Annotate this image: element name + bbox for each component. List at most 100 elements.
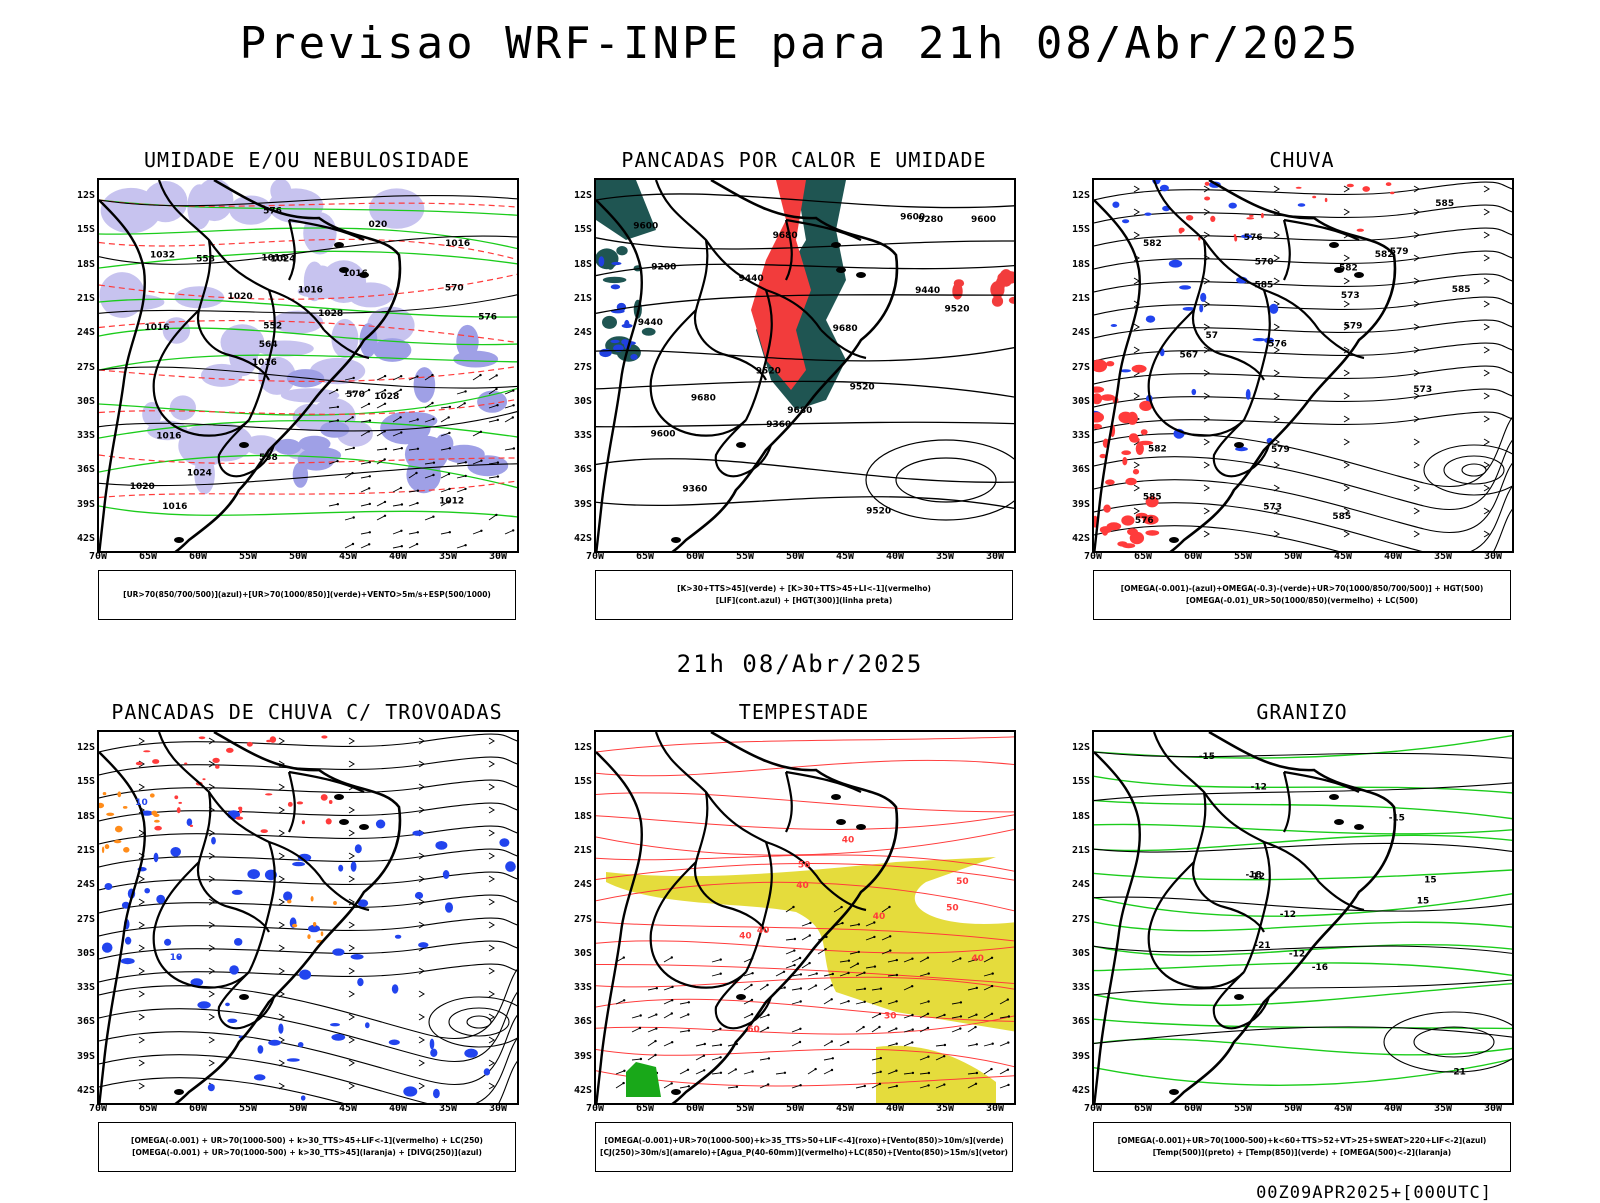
longitude-label: 30W xyxy=(1483,1103,1503,1114)
contour-label: 9520 xyxy=(866,507,891,517)
map-borders xyxy=(99,732,402,1103)
latitude-label: 21S xyxy=(1071,292,1090,304)
longitude-label: 65W xyxy=(1133,551,1153,562)
contour-label: 1016 xyxy=(445,239,470,249)
contour-label: 1020 xyxy=(228,292,253,302)
contour-label: 50 xyxy=(798,861,811,871)
latitude-label: 12S xyxy=(76,190,95,201)
contour-label: 582 xyxy=(1375,250,1394,260)
panel-legend: [K>30+TTS>45](verde) + [K>30+TTS>45+LI<-… xyxy=(595,570,1013,620)
longitude-label: 55W xyxy=(735,1103,755,1114)
longitude-label: 60W xyxy=(685,1103,705,1114)
latitude-label: 15S xyxy=(1071,224,1090,236)
contour-label: 576 xyxy=(263,206,282,216)
map-borders xyxy=(596,732,899,1103)
field-blobs xyxy=(101,810,516,1101)
latitude-label: 18S xyxy=(1071,810,1090,822)
latitude-label: 33S xyxy=(1071,430,1090,442)
longitude-label: 70W xyxy=(88,551,108,562)
longitude-label: 30W xyxy=(1483,551,1503,562)
contour-label: 1016 xyxy=(343,269,368,279)
contour-label: 40 xyxy=(796,881,809,891)
legend-line: [OMEGA(-0.001) + UR>70(1000-500) + k>30_… xyxy=(132,1148,482,1157)
latitude-label: 33S xyxy=(76,982,95,994)
longitude-label: 35W xyxy=(935,1103,955,1114)
longitude-label: 30W xyxy=(985,1103,1005,1114)
streamlines xyxy=(99,733,517,1103)
contour-label: 50 xyxy=(956,877,969,887)
contour-label: 1024 xyxy=(187,468,212,478)
legend-line: [UR>70(850/700/500)](azul)+[UR>70(1000/8… xyxy=(123,590,491,599)
contour-label: 567 xyxy=(1180,350,1199,360)
latitude-label: 36S xyxy=(76,1016,95,1028)
contour-label: 9520 xyxy=(756,366,781,376)
panel-title: TEMPESTADE xyxy=(738,700,870,724)
contour-label: 564 xyxy=(259,340,278,350)
longitude-label: 55W xyxy=(735,551,755,562)
latitude-label: 42S xyxy=(573,533,592,544)
contour-label: 40 xyxy=(739,931,752,941)
longitude-label: 30W xyxy=(985,551,1005,562)
latitude-label: 12S xyxy=(76,742,95,753)
contour-label: -18 xyxy=(1246,871,1262,881)
contour-label: 585 xyxy=(1255,280,1274,290)
latitude-label: 12S xyxy=(1071,190,1090,201)
contour-label: 1016 xyxy=(162,502,187,512)
longitude-label: 45W xyxy=(1333,551,1353,562)
contour-label: 576 xyxy=(1244,233,1263,243)
contour-label: 558 xyxy=(196,255,215,265)
contour-label: 570 xyxy=(1255,258,1274,268)
contour-label: 9680 xyxy=(691,393,716,403)
latitude-label: 39S xyxy=(76,1050,95,1062)
latitude-label: 18S xyxy=(573,258,592,270)
longitude-label: 60W xyxy=(685,551,705,562)
latitude-label: 39S xyxy=(1071,498,1090,510)
latitude-label: 33S xyxy=(1071,982,1090,994)
latitude-label: 27S xyxy=(1071,361,1090,373)
wind-vectors xyxy=(328,373,516,549)
map-borders xyxy=(1094,732,1397,1103)
latitude-label: 18S xyxy=(1071,258,1090,270)
longitude-label: 60W xyxy=(1183,1103,1203,1114)
latitude-label: 39S xyxy=(76,498,95,510)
latitude-label: 24S xyxy=(1071,879,1090,891)
latitude-label: 27S xyxy=(76,361,95,373)
longitude-label: 30W xyxy=(488,551,508,562)
contour-label: 15 xyxy=(1424,876,1437,886)
contour-label: 9520 xyxy=(945,304,970,314)
contour-label: 1016 xyxy=(261,253,286,263)
contour-label: 573 xyxy=(1263,503,1282,513)
panel-legend: [OMEGA(-0.001)-(azul)+OMEGA(-0.3)-(verde… xyxy=(1093,570,1511,620)
contour-label: 15 xyxy=(1417,897,1430,907)
latitude-label: 24S xyxy=(76,879,95,891)
longitude-label: 45W xyxy=(338,1103,358,1114)
latitude-label: 39S xyxy=(1071,1050,1090,1062)
legend-line: [K>30+TTS>45](verde) + [K>30+TTS>45+LI<-… xyxy=(677,584,931,593)
contour-label: 9440 xyxy=(739,274,764,284)
contour-label: -16 xyxy=(1312,963,1328,973)
contour-label: 40 xyxy=(757,926,770,936)
latitude-label: 42S xyxy=(573,1085,592,1096)
contour-label: 585 xyxy=(1452,285,1471,295)
longitude-label: 55W xyxy=(1233,551,1253,562)
longitude-label: 40W xyxy=(1383,551,1403,562)
latitude-label: 18S xyxy=(76,258,95,270)
latitude-label: 33S xyxy=(573,430,592,442)
latitude-label: 27S xyxy=(573,361,592,373)
legend-line: [OMEGA(-0.001)+UR>70(1000-500)+k>35_TTS>… xyxy=(604,1136,1004,1145)
longitude-label: 60W xyxy=(188,1103,208,1114)
latitude-label: 21S xyxy=(573,844,592,856)
contour-label: -12 xyxy=(1251,782,1267,792)
latitude-label: 33S xyxy=(573,982,592,994)
longitude-label: 70W xyxy=(1083,1103,1103,1114)
latitude-label: 42S xyxy=(76,1085,95,1096)
contour-label: 582 xyxy=(1148,444,1167,454)
contour-label: 9440 xyxy=(915,286,940,296)
latitude-label: 21S xyxy=(573,292,592,304)
contour-label: 9200 xyxy=(651,262,676,272)
contour-label: 585 xyxy=(1143,492,1162,502)
contour-label: 573 xyxy=(1341,291,1360,301)
longitude-label: 35W xyxy=(438,1103,458,1114)
longitude-label: 65W xyxy=(635,1103,655,1114)
contour-label: 9520 xyxy=(850,383,875,393)
